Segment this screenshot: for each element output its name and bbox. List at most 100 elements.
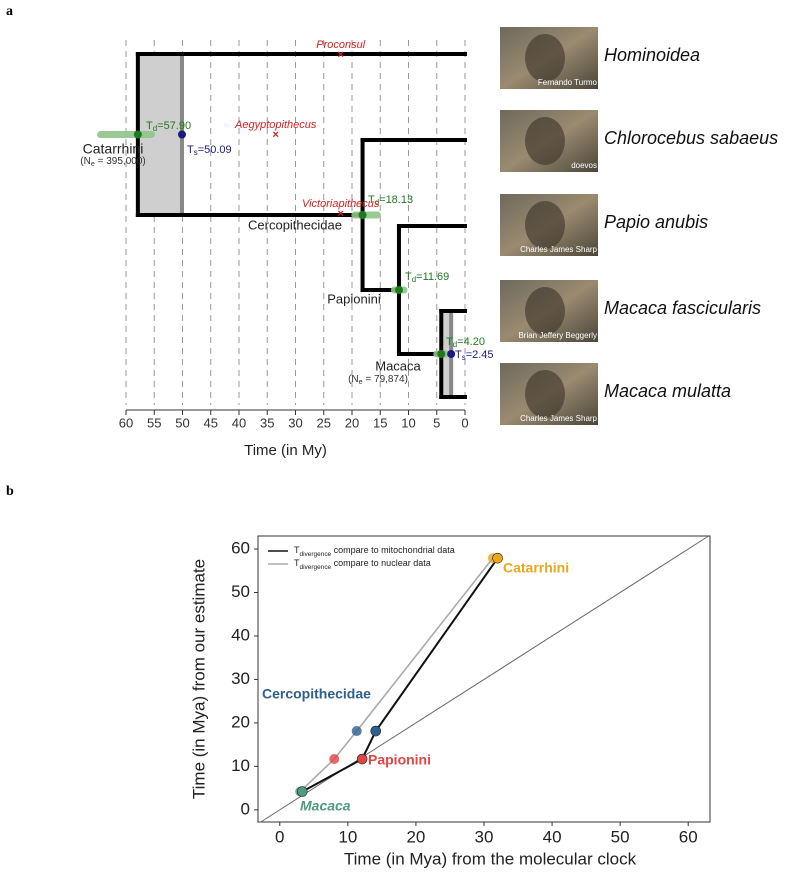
td-label-part: d — [153, 124, 157, 133]
ne-label-part: e — [91, 159, 95, 168]
ne-label-part: (N — [80, 156, 91, 167]
legend-label-part: compare to mitochondrial data — [331, 545, 455, 555]
td-label: Td=57.90 — [146, 120, 191, 133]
photo-credit: doevos — [571, 161, 597, 170]
td-label: Td=4.20 — [446, 336, 485, 349]
y-tick-label: 60 — [231, 539, 250, 558]
data-point — [296, 786, 308, 797]
y-tick-label: 20 — [231, 712, 250, 731]
ts-label-part: =2.45 — [466, 349, 494, 361]
fossil-label: Proconsul — [316, 39, 365, 51]
category-label: Macaca — [300, 798, 351, 814]
category-label: Cercopithecidae — [262, 686, 371, 702]
identity-line — [260, 535, 709, 823]
x-tick-label: 10 — [401, 415, 415, 430]
ne-label: (Ne = 395,000) — [80, 156, 145, 168]
fossil-label: Aegyptopithecus — [234, 119, 317, 131]
fossil-marker: × — [273, 129, 279, 141]
legend-label-part: compare to nuclear data — [331, 558, 431, 568]
x-tick-label: 0 — [461, 415, 468, 430]
category-label: Papionini — [368, 752, 431, 768]
ts-label-part: T — [187, 144, 194, 156]
panel-label: b — [6, 484, 14, 499]
x-tick-label: 50 — [175, 415, 189, 430]
y-tick-label: 50 — [231, 582, 250, 601]
split-point — [177, 130, 186, 139]
ts-label-part: s — [194, 148, 198, 157]
x-tick-label: 20 — [406, 827, 425, 846]
td-label-part: d — [375, 198, 379, 207]
x-tick-label: 45 — [204, 415, 218, 430]
y-tick-label: 10 — [231, 756, 250, 775]
category-label: Catarrhini — [503, 560, 569, 576]
photo-subject — [525, 370, 565, 418]
ts-label-part: s — [462, 353, 466, 362]
legend-label-part: divergence — [300, 551, 332, 558]
photo-subject — [525, 117, 565, 165]
photo-subject — [525, 201, 565, 249]
data-point — [329, 754, 340, 765]
td-label: Td=11.69 — [405, 271, 449, 284]
td-label-part: T — [405, 271, 412, 283]
x-tick-label: 5 — [433, 415, 440, 430]
photo-credit: Charles James Sharp — [520, 245, 597, 254]
x-tick-label: 60 — [679, 827, 698, 846]
y-axis-label: Time (in Mya) from our estimate — [189, 559, 208, 799]
divergence-point — [358, 211, 367, 219]
data-point — [356, 753, 368, 765]
y-tick-label: 30 — [231, 669, 250, 688]
td-label-part: d — [412, 275, 416, 284]
series-line — [301, 557, 499, 793]
x-tick-label: 20 — [345, 415, 359, 430]
series-line — [299, 557, 494, 793]
ne-label-part: = 79,874) — [363, 374, 408, 385]
ts-label-part: =50.09 — [198, 144, 232, 156]
x-axis-label: Time (in Mya) from the molecular clock — [344, 849, 637, 868]
ne-label-part: = 395,000) — [95, 156, 146, 167]
x-tick-label: 25 — [317, 415, 331, 430]
ts-label: Ts=2.45 — [455, 349, 494, 362]
clade-label: Papionini — [327, 291, 381, 306]
x-tick-label: 40 — [232, 415, 246, 430]
data-point — [351, 726, 362, 737]
clade-label: Macaca — [375, 358, 421, 373]
td-label-part: T — [446, 336, 453, 348]
legend-label: Tdivergence compare to nuclear data — [294, 558, 431, 570]
x-tick-label: 60 — [119, 415, 133, 430]
panel-label: a — [6, 4, 13, 19]
photo-credit: Brian Jeffery Beggerly — [518, 331, 597, 340]
legend-label-part: divergence — [300, 564, 332, 571]
td-label-part: T — [146, 120, 153, 132]
photo-credit: Fernando Turmo — [538, 78, 598, 87]
fossil-label: Victoriapithecus — [302, 198, 380, 210]
x-tick-label: 30 — [288, 415, 302, 430]
td-label-part: =4.20 — [457, 336, 485, 348]
x-tick-label: 30 — [475, 827, 494, 846]
clade-label: Cercopithecidae — [248, 217, 342, 232]
ts-label: Ts=50.09 — [187, 144, 232, 157]
td-label-part: T — [368, 194, 375, 206]
td-label-part: =57.90 — [157, 120, 191, 132]
y-tick-label: 40 — [231, 625, 250, 644]
divergence-point — [133, 130, 142, 139]
x-tick-label: 35 — [260, 415, 274, 430]
photo-subject — [525, 287, 565, 335]
legend-label-part: T — [294, 558, 300, 568]
ne-label-part: e — [359, 377, 363, 386]
data-point — [370, 725, 382, 737]
x-tick-label: 50 — [611, 827, 630, 846]
species-name: Papio anubis — [604, 212, 708, 232]
species-name: Macaca fascicularis — [604, 298, 761, 318]
fossil-marker: × — [337, 208, 343, 220]
x-tick-label: 55 — [147, 415, 161, 430]
x-tick-label: 0 — [275, 827, 284, 846]
td-label-part: =18.13 — [379, 194, 413, 206]
data-point — [492, 552, 503, 564]
legend-label-part: T — [294, 545, 300, 555]
y-tick-label: 0 — [241, 799, 250, 818]
photo-subject — [525, 34, 565, 82]
clade-label: Catarrhini — [83, 141, 144, 157]
legend-label: Tdivergence compare to mitochondrial dat… — [294, 545, 455, 557]
x-axis-label: Time (in My) — [244, 442, 327, 459]
